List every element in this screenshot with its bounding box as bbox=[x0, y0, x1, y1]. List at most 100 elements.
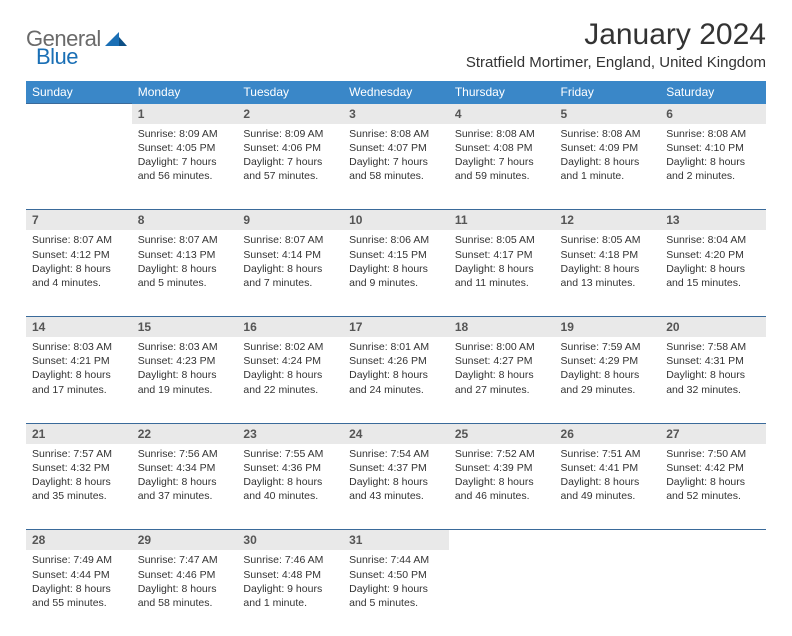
day-number: 21 bbox=[26, 423, 132, 444]
sunrise-text: Sunrise: 7:47 AM bbox=[138, 553, 232, 567]
sunset-text: Sunset: 4:13 PM bbox=[138, 248, 232, 262]
day-number bbox=[660, 530, 766, 551]
day-cell: Sunrise: 8:09 AMSunset: 4:06 PMDaylight:… bbox=[237, 124, 343, 210]
sunset-text: Sunset: 4:46 PM bbox=[138, 568, 232, 582]
day-content-row: Sunrise: 7:57 AMSunset: 4:32 PMDaylight:… bbox=[26, 444, 766, 530]
sunrise-text: Sunrise: 8:04 AM bbox=[666, 233, 760, 247]
daylight-text: Daylight: 8 hours and 46 minutes. bbox=[455, 475, 549, 503]
daylight-text: Daylight: 7 hours and 59 minutes. bbox=[455, 155, 549, 183]
weekday-header: Sunday bbox=[26, 81, 132, 104]
daylight-text: Daylight: 8 hours and 4 minutes. bbox=[32, 262, 126, 290]
daylight-text: Daylight: 7 hours and 57 minutes. bbox=[243, 155, 337, 183]
sunrise-text: Sunrise: 8:03 AM bbox=[32, 340, 126, 354]
day-cell: Sunrise: 8:07 AMSunset: 4:14 PMDaylight:… bbox=[237, 230, 343, 316]
day-cell: Sunrise: 8:03 AMSunset: 4:21 PMDaylight:… bbox=[26, 337, 132, 423]
sunrise-text: Sunrise: 7:56 AM bbox=[138, 447, 232, 461]
sunrise-text: Sunrise: 7:50 AM bbox=[666, 447, 760, 461]
day-cell bbox=[555, 550, 661, 636]
daylight-text: Daylight: 8 hours and 7 minutes. bbox=[243, 262, 337, 290]
day-number bbox=[26, 104, 132, 124]
daylight-text: Daylight: 8 hours and 32 minutes. bbox=[666, 368, 760, 396]
title-block: January 2024 Stratfield Mortimer, Englan… bbox=[466, 18, 766, 71]
daylight-text: Daylight: 8 hours and 1 minute. bbox=[561, 155, 655, 183]
day-number: 25 bbox=[449, 423, 555, 444]
sunrise-text: Sunrise: 8:05 AM bbox=[455, 233, 549, 247]
sunset-text: Sunset: 4:05 PM bbox=[138, 141, 232, 155]
sunset-text: Sunset: 4:08 PM bbox=[455, 141, 549, 155]
day-number: 2 bbox=[237, 104, 343, 124]
sunset-text: Sunset: 4:39 PM bbox=[455, 461, 549, 475]
day-number: 10 bbox=[343, 210, 449, 231]
day-number: 14 bbox=[26, 316, 132, 337]
month-title: January 2024 bbox=[466, 18, 766, 52]
day-number: 20 bbox=[660, 316, 766, 337]
day-number: 18 bbox=[449, 316, 555, 337]
weekday-header: Friday bbox=[555, 81, 661, 104]
sunset-text: Sunset: 4:17 PM bbox=[455, 248, 549, 262]
sunrise-text: Sunrise: 8:08 AM bbox=[561, 127, 655, 141]
sunset-text: Sunset: 4:10 PM bbox=[666, 141, 760, 155]
logo-triangle-icon bbox=[105, 30, 127, 51]
sunrise-text: Sunrise: 7:55 AM bbox=[243, 447, 337, 461]
sunset-text: Sunset: 4:07 PM bbox=[349, 141, 443, 155]
day-cell: Sunrise: 8:00 AMSunset: 4:27 PMDaylight:… bbox=[449, 337, 555, 423]
day-content-row: Sunrise: 8:03 AMSunset: 4:21 PMDaylight:… bbox=[26, 337, 766, 423]
location-text: Stratfield Mortimer, England, United Kin… bbox=[466, 54, 766, 71]
sunset-text: Sunset: 4:41 PM bbox=[561, 461, 655, 475]
sunset-text: Sunset: 4:15 PM bbox=[349, 248, 443, 262]
day-content-row: Sunrise: 8:07 AMSunset: 4:12 PMDaylight:… bbox=[26, 230, 766, 316]
sunrise-text: Sunrise: 7:46 AM bbox=[243, 553, 337, 567]
day-number: 16 bbox=[237, 316, 343, 337]
sunset-text: Sunset: 4:42 PM bbox=[666, 461, 760, 475]
day-cell: Sunrise: 7:57 AMSunset: 4:32 PMDaylight:… bbox=[26, 444, 132, 530]
day-cell: Sunrise: 7:50 AMSunset: 4:42 PMDaylight:… bbox=[660, 444, 766, 530]
sunrise-text: Sunrise: 8:05 AM bbox=[561, 233, 655, 247]
calendar-table: Sunday Monday Tuesday Wednesday Thursday… bbox=[26, 81, 766, 636]
day-number: 24 bbox=[343, 423, 449, 444]
day-cell: Sunrise: 7:47 AMSunset: 4:46 PMDaylight:… bbox=[132, 550, 238, 636]
sunset-text: Sunset: 4:09 PM bbox=[561, 141, 655, 155]
day-number: 17 bbox=[343, 316, 449, 337]
day-number: 7 bbox=[26, 210, 132, 231]
day-number: 12 bbox=[555, 210, 661, 231]
sunrise-text: Sunrise: 8:09 AM bbox=[138, 127, 232, 141]
daylight-text: Daylight: 8 hours and 11 minutes. bbox=[455, 262, 549, 290]
sunrise-text: Sunrise: 8:01 AM bbox=[349, 340, 443, 354]
day-cell: Sunrise: 8:08 AMSunset: 4:09 PMDaylight:… bbox=[555, 124, 661, 210]
sunrise-text: Sunrise: 8:07 AM bbox=[243, 233, 337, 247]
day-number: 26 bbox=[555, 423, 661, 444]
day-number: 28 bbox=[26, 530, 132, 551]
sunset-text: Sunset: 4:26 PM bbox=[349, 354, 443, 368]
daylight-text: Daylight: 8 hours and 35 minutes. bbox=[32, 475, 126, 503]
daylight-text: Daylight: 8 hours and 52 minutes. bbox=[666, 475, 760, 503]
day-cell: Sunrise: 7:59 AMSunset: 4:29 PMDaylight:… bbox=[555, 337, 661, 423]
weekday-header: Thursday bbox=[449, 81, 555, 104]
sunset-text: Sunset: 4:20 PM bbox=[666, 248, 760, 262]
sunrise-text: Sunrise: 8:00 AM bbox=[455, 340, 549, 354]
weekday-header-row: Sunday Monday Tuesday Wednesday Thursday… bbox=[26, 81, 766, 104]
daylight-text: Daylight: 8 hours and 19 minutes. bbox=[138, 368, 232, 396]
daylight-text: Daylight: 8 hours and 55 minutes. bbox=[32, 582, 126, 610]
sunset-text: Sunset: 4:31 PM bbox=[666, 354, 760, 368]
sunrise-text: Sunrise: 7:58 AM bbox=[666, 340, 760, 354]
day-cell: Sunrise: 7:44 AMSunset: 4:50 PMDaylight:… bbox=[343, 550, 449, 636]
day-cell: Sunrise: 8:03 AMSunset: 4:23 PMDaylight:… bbox=[132, 337, 238, 423]
day-number: 30 bbox=[237, 530, 343, 551]
day-number-row: 14151617181920 bbox=[26, 316, 766, 337]
sunset-text: Sunset: 4:36 PM bbox=[243, 461, 337, 475]
daylight-text: Daylight: 8 hours and 5 minutes. bbox=[138, 262, 232, 290]
daylight-text: Daylight: 8 hours and 13 minutes. bbox=[561, 262, 655, 290]
daylight-text: Daylight: 7 hours and 58 minutes. bbox=[349, 155, 443, 183]
sunset-text: Sunset: 4:18 PM bbox=[561, 248, 655, 262]
sunrise-text: Sunrise: 7:57 AM bbox=[32, 447, 126, 461]
sunrise-text: Sunrise: 8:08 AM bbox=[455, 127, 549, 141]
day-number-row: 123456 bbox=[26, 104, 766, 124]
day-number: 22 bbox=[132, 423, 238, 444]
day-cell: Sunrise: 7:49 AMSunset: 4:44 PMDaylight:… bbox=[26, 550, 132, 636]
sunrise-text: Sunrise: 7:44 AM bbox=[349, 553, 443, 567]
sunset-text: Sunset: 4:29 PM bbox=[561, 354, 655, 368]
daylight-text: Daylight: 8 hours and 27 minutes. bbox=[455, 368, 549, 396]
day-cell: Sunrise: 8:07 AMSunset: 4:13 PMDaylight:… bbox=[132, 230, 238, 316]
day-cell: Sunrise: 7:54 AMSunset: 4:37 PMDaylight:… bbox=[343, 444, 449, 530]
day-number-row: 28293031 bbox=[26, 530, 766, 551]
